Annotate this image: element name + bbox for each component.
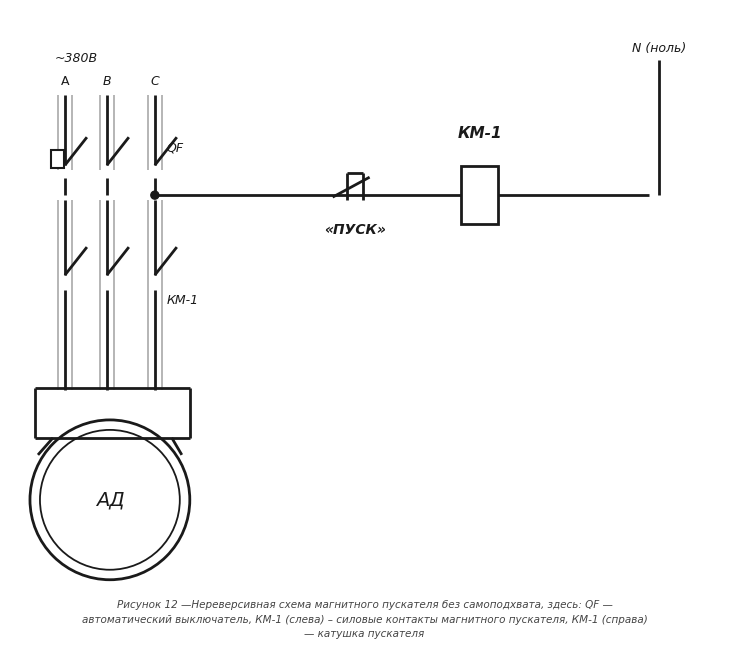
Text: Рисунок 12 —Нереверсивная схема магнитного пускателя без самоподхвата, здесь: QF: Рисунок 12 —Нереверсивная схема магнитно… <box>82 600 647 639</box>
Bar <box>461 166 499 224</box>
Text: QF: QF <box>167 142 184 155</box>
Text: «ПУСК»: «ПУСК» <box>324 223 386 237</box>
Text: А: А <box>61 75 69 89</box>
Text: АД: АД <box>95 491 124 509</box>
Text: КМ-1: КМ-1 <box>167 293 199 307</box>
Bar <box>51 150 64 168</box>
Text: ~380В: ~380В <box>55 52 98 65</box>
Text: В: В <box>103 75 112 89</box>
Text: КМ-1: КМ-1 <box>457 126 502 141</box>
Text: N (ноль): N (ноль) <box>632 42 687 55</box>
Circle shape <box>151 191 159 199</box>
Text: С: С <box>150 75 159 89</box>
